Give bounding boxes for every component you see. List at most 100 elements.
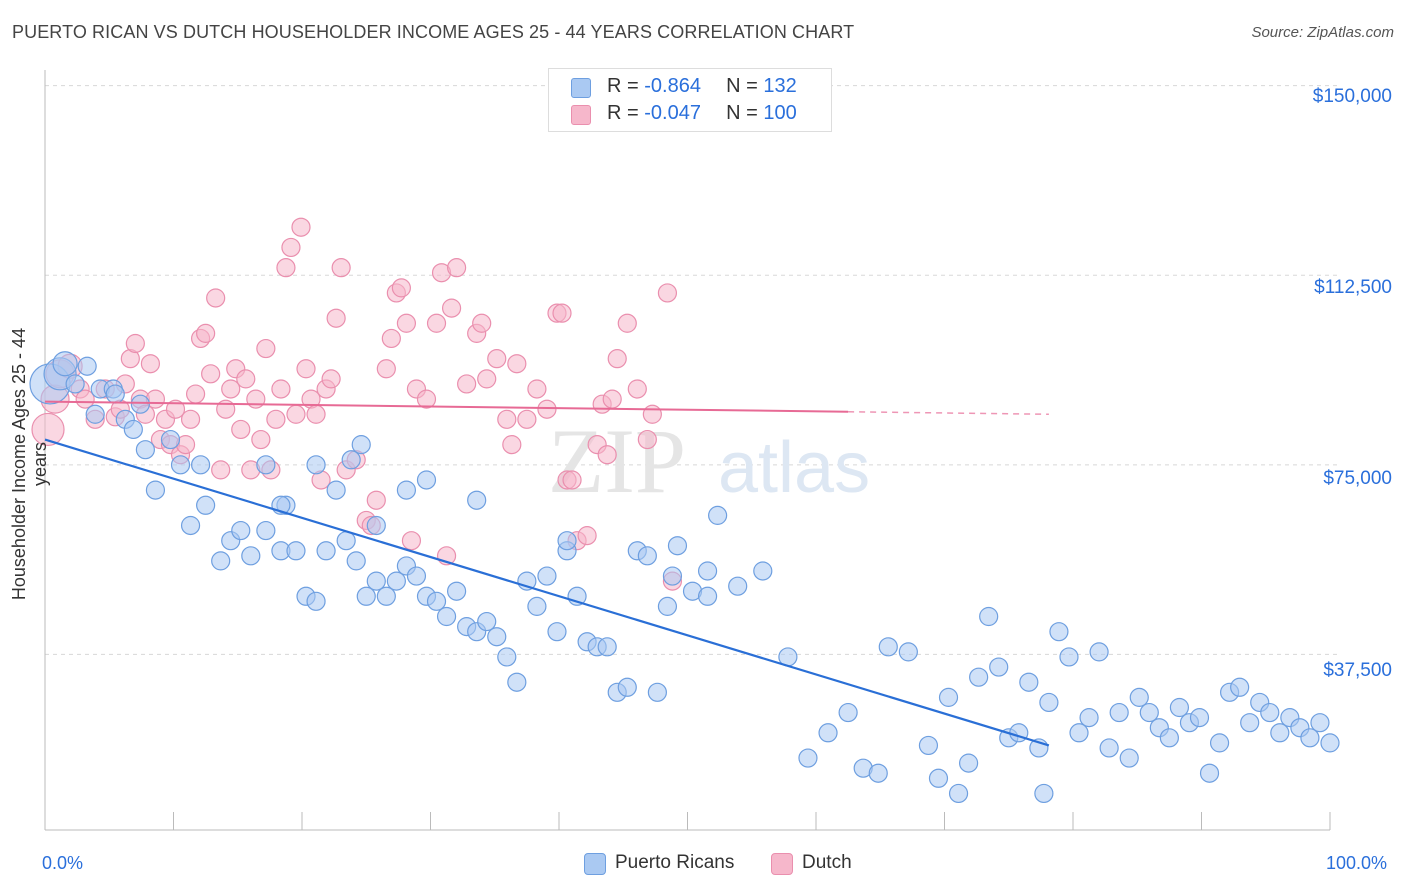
dutch-point [497,409,517,429]
dutch-point [236,369,256,389]
puerto-rican-point [1139,702,1159,723]
dutch-point [507,354,527,374]
puerto-rican-point [286,541,306,561]
puerto-rican-trend-line [44,438,1050,747]
dutch-point [296,359,316,379]
puerto-rican-point [135,440,155,460]
puerto-rican-point [647,682,667,702]
puerto-rican-point [1300,728,1320,748]
dutch-point [537,399,557,419]
dutch-point [597,445,617,465]
puerto-ricans-legend-swatch [584,853,606,875]
puerto-rican-point [958,753,979,773]
puerto-rican-point [346,551,366,571]
dutch-point [266,409,286,429]
puerto-rican-point [928,768,949,788]
dutch-point [577,526,597,546]
dutch-point [502,435,522,455]
dutch-point [125,333,145,354]
dutch-swatch [571,105,591,125]
dutch-point [271,379,291,399]
dutch-point [527,379,547,399]
puerto-rican-point [898,642,918,662]
puerto-rican-point [1034,783,1054,804]
puerto-rican-point [497,647,517,667]
puerto-rican-point [697,586,718,606]
dutch-point [487,349,507,369]
puerto-rican-point [1189,708,1210,728]
puerto-rican-point [557,531,577,551]
puerto-rican-point [211,551,231,571]
dutch-point [231,419,251,440]
puerto-rican-point [366,571,386,591]
puerto-rican-point [527,596,547,616]
watermark-atlas: atlas [718,428,870,508]
y-tick-label-37500: $37,500 [1323,660,1392,681]
legend-label: Dutch [802,852,852,873]
dutch-point [401,531,422,551]
dutch-point [457,374,477,394]
puerto-rican-point [667,536,688,556]
dutch-point [326,308,346,328]
dutch-point [286,404,306,424]
puerto-rican-point [1209,733,1230,753]
puerto-rican-point [366,515,386,536]
puerto-rican-point [878,637,898,657]
dutch-point [251,429,271,450]
dutch-legend-swatch [771,853,793,875]
r-value: -0.047 [644,102,701,124]
dutch-point [140,354,161,374]
puerto-rican-point [447,581,467,601]
dutch-trend-line [44,400,849,413]
puerto-rican-point [123,419,143,440]
dutch-point [396,313,417,333]
dutch-point [602,389,622,409]
puerto-rican-point [969,667,989,687]
dutch-point [256,338,276,359]
puerto-rican-point [753,561,773,581]
watermark-zip: ZIP [548,410,686,512]
puerto-rican-point [306,591,326,611]
puerto-rican-point [376,586,396,606]
n-value: 132 [763,75,797,97]
dutch-point [381,328,401,349]
chart-source: Source: ZipAtlas.com [1251,24,1394,41]
puerto-ricans-swatch [571,78,591,98]
puerto-rican-point [868,763,888,783]
dutch-point [306,404,326,424]
n-value: 100 [763,102,797,124]
puerto-rican-point [662,566,683,586]
dutch-trend-extension [848,410,1049,416]
puerto-rican-point [1079,708,1099,728]
dutch-point [321,369,341,389]
puerto-rican-point [1270,723,1290,743]
dutch-point [221,379,241,399]
puerto-rican-point [180,515,201,536]
dutch-point [447,258,467,278]
puerto-rican-point [191,455,211,475]
puerto-rican-point [65,374,85,394]
puerto-rican-point [386,571,406,591]
puerto-rican-point [426,591,447,611]
dutch-point [517,409,537,429]
dutch-point [75,389,95,409]
dutch-point [281,237,301,258]
puerto-rican-point [1059,647,1079,667]
dutch-point [562,470,582,490]
correlation-legend: R = -0.864 N = 132 R = -0.047 N = 100 [548,68,832,132]
dutch-point [637,429,657,450]
puerto-rican-point [1019,672,1039,692]
puerto-rican-point [52,351,78,377]
puerto-rican-point [1159,728,1179,748]
puerto-rican-point [637,546,657,566]
puerto-rican-point [728,576,748,596]
dutch-point [276,258,296,278]
r-label: R = [607,75,645,97]
puerto-rican-point [170,455,191,475]
puerto-rican-point [1049,622,1069,642]
y-axis-label: Householder Income Ages 25 - 44 years [9,327,50,601]
dutch-point [376,359,396,379]
x-tick-label-max: 100.0% [1326,853,1388,873]
puerto-rican-point [989,657,1009,677]
